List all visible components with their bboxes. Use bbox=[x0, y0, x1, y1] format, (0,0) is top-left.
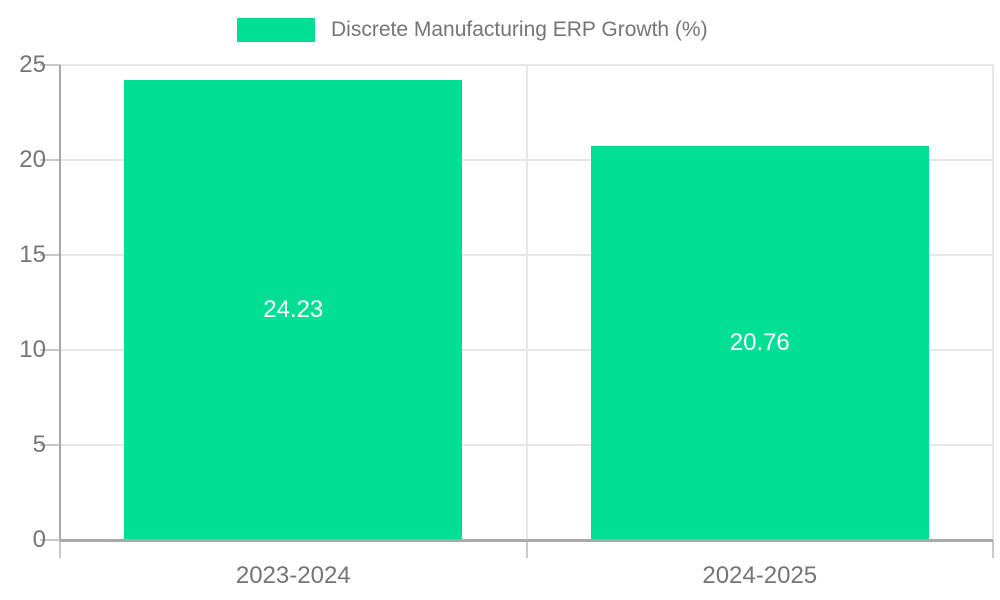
bar-2023-2024[interactable] bbox=[124, 79, 463, 540]
y-tick-mark bbox=[40, 254, 60, 256]
y-axis-line bbox=[59, 65, 61, 540]
y-tick-mark bbox=[40, 349, 60, 351]
y-tick-mark bbox=[40, 159, 60, 161]
y-axis-tick-label: 0 bbox=[32, 526, 46, 553]
y-axis-tick-label: 15 bbox=[19, 241, 46, 268]
legend-label: Discrete Manufacturing ERP Growth (%) bbox=[331, 18, 708, 41]
y-axis-tick-label: 25 bbox=[19, 51, 46, 78]
v-gridline bbox=[992, 65, 994, 540]
y-tick-mark bbox=[40, 539, 60, 541]
x-axis-tick-label: 2024-2025 bbox=[702, 562, 818, 589]
y-tick-mark bbox=[40, 444, 60, 446]
bar-value-label: 24.23 bbox=[263, 295, 324, 323]
bar-2024-2025[interactable] bbox=[590, 145, 929, 540]
y-axis-tick-label: 20 bbox=[19, 146, 46, 173]
x-tick-mark bbox=[992, 540, 994, 558]
y-axis-tick-label: 5 bbox=[32, 431, 46, 458]
bar-value-label: 20.76 bbox=[729, 328, 790, 356]
x-tick-mark bbox=[59, 540, 61, 558]
x-tick-mark bbox=[525, 540, 528, 558]
x-axis-line bbox=[60, 539, 993, 542]
v-gridline bbox=[525, 65, 528, 540]
x-axis-tick-label: 2023-2024 bbox=[235, 562, 351, 589]
y-tick-mark bbox=[40, 64, 60, 66]
legend-swatch-icon bbox=[237, 18, 315, 42]
chart-legend[interactable]: Discrete Manufacturing ERP Growth (%) bbox=[237, 18, 708, 42]
y-axis-tick-label: 10 bbox=[19, 336, 46, 363]
